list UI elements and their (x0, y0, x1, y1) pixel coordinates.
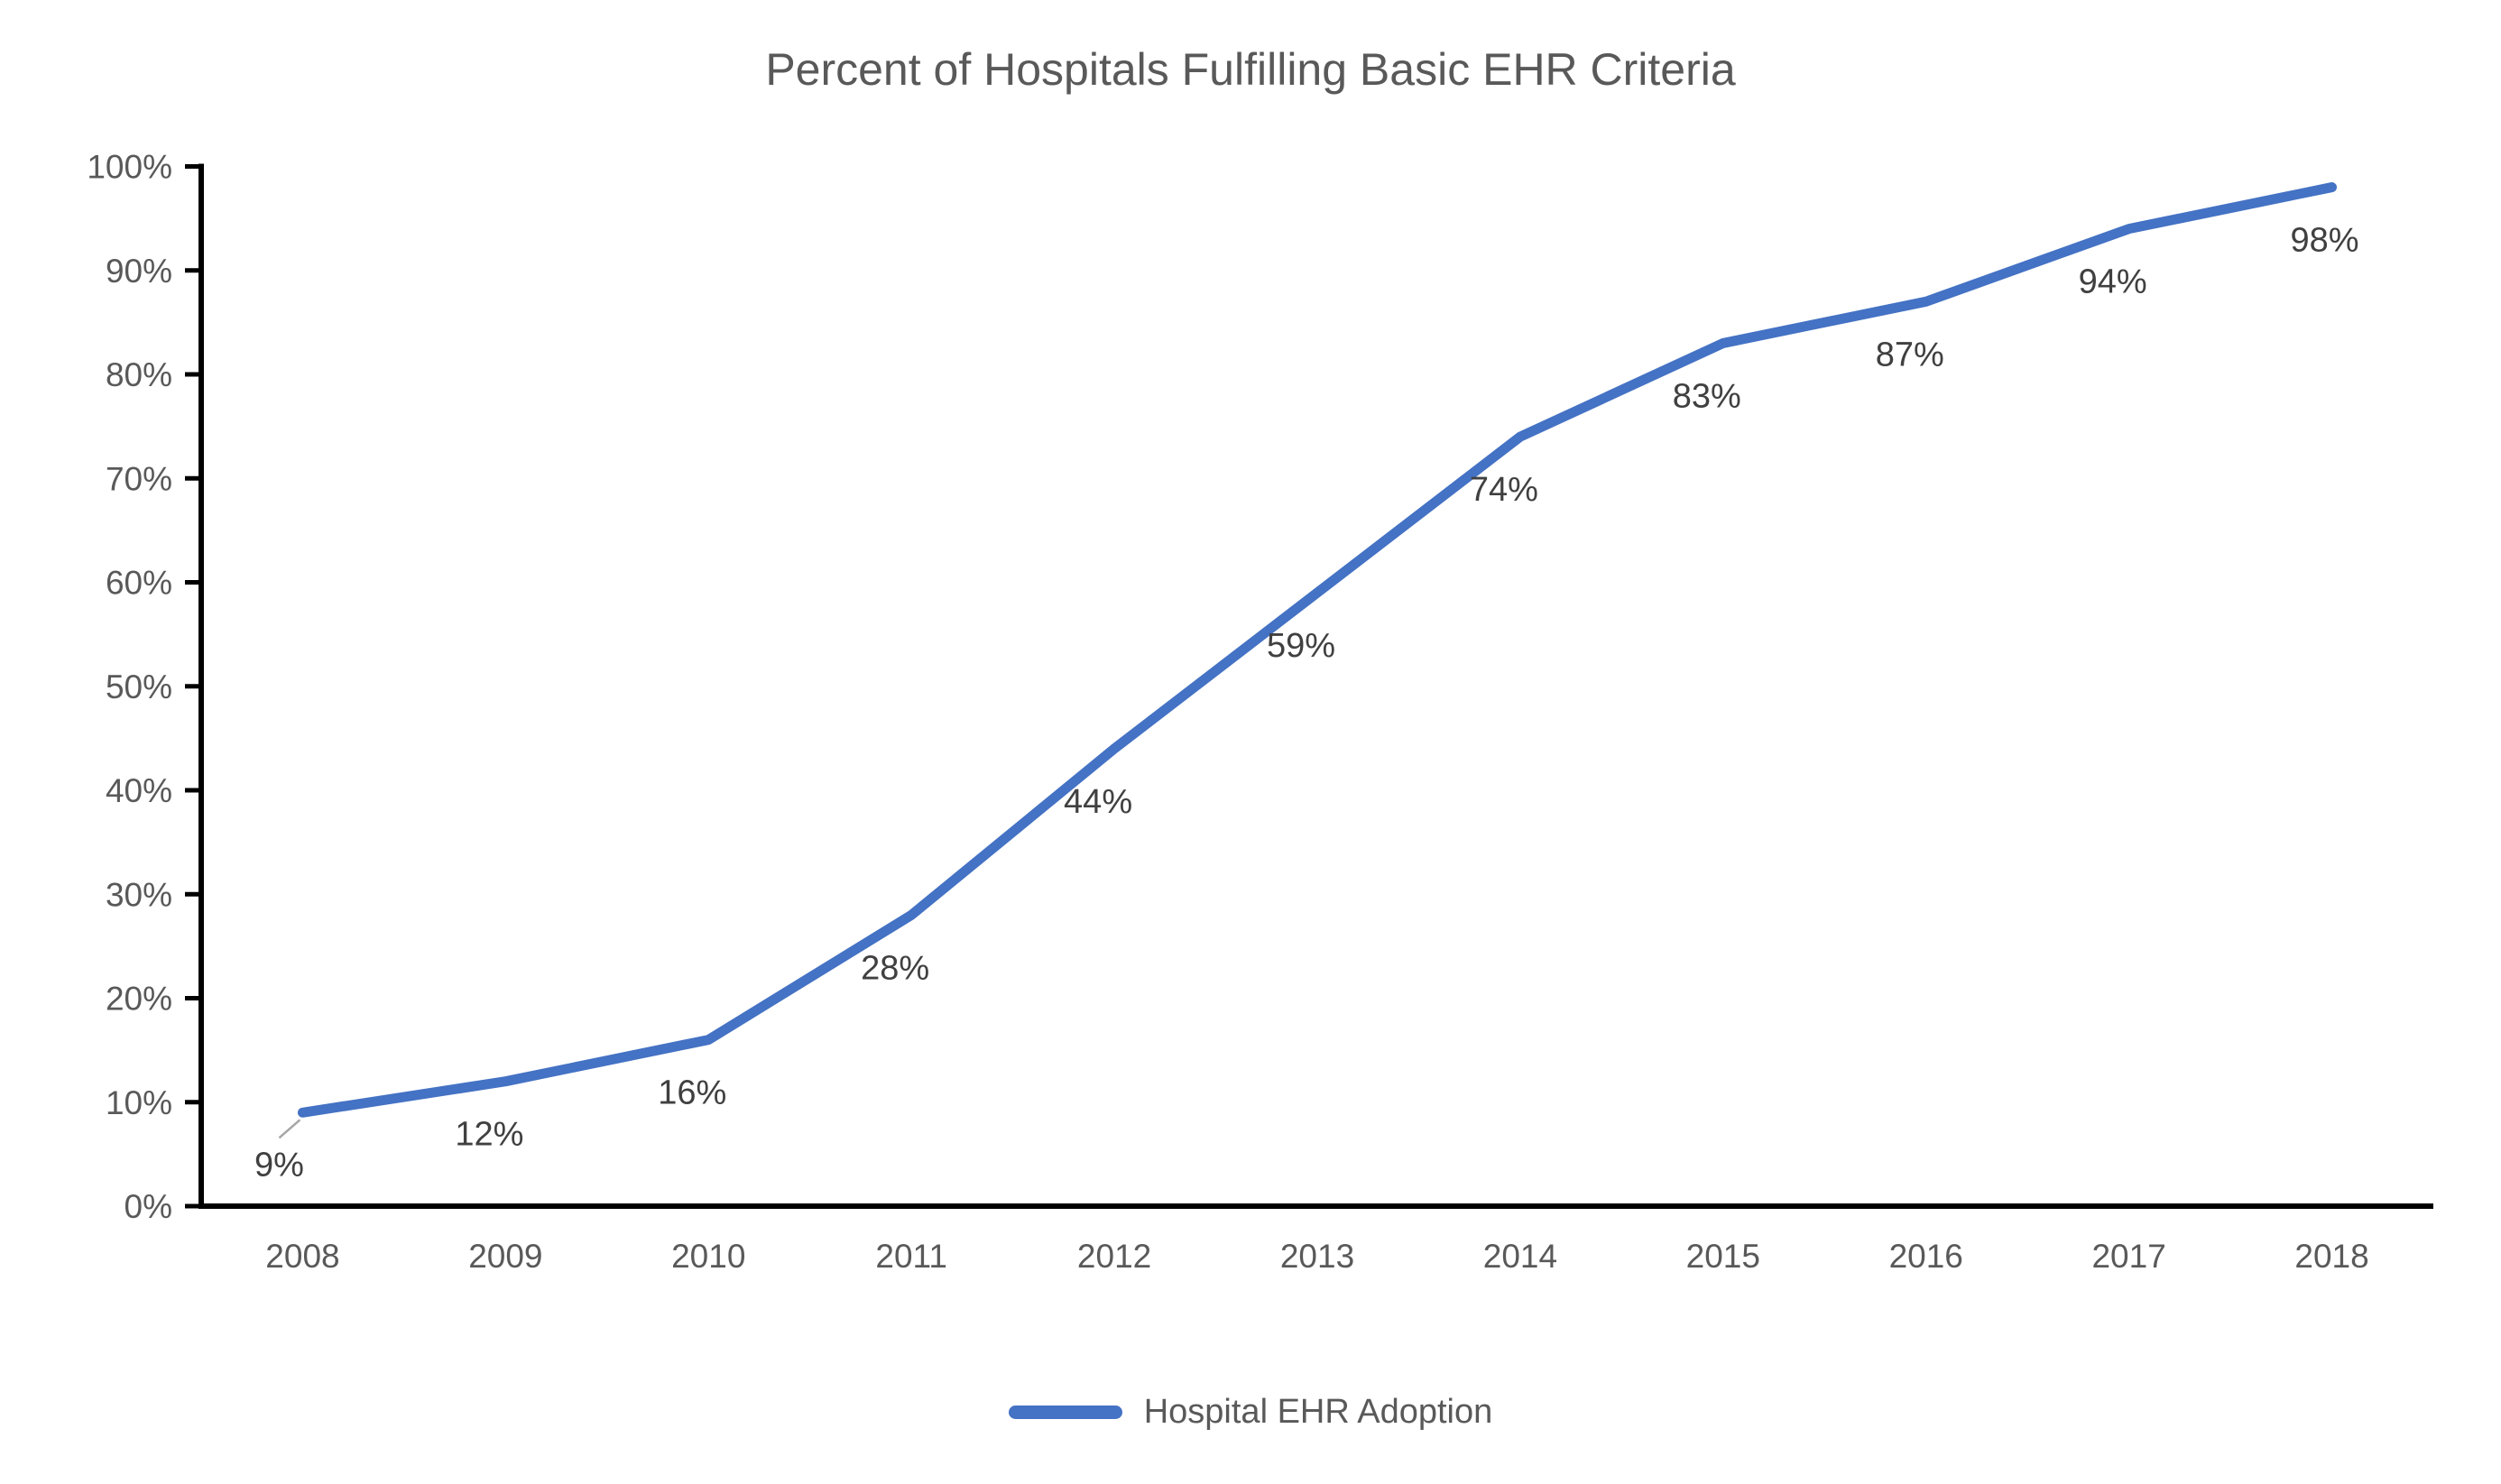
data-label: 9% (254, 1146, 304, 1184)
data-label: 28% (861, 949, 929, 987)
x-tick-label: 2016 (1889, 1238, 1963, 1275)
data-label: 94% (2079, 263, 2147, 301)
label-leader-line (278, 1119, 301, 1139)
x-tick-label: 2017 (2091, 1238, 2165, 1275)
x-tick-label: 2014 (1483, 1238, 1557, 1275)
y-tick-label: 70% (106, 460, 172, 497)
y-tick-label: 40% (106, 772, 172, 809)
series-line (297, 182, 2338, 1118)
y-tick-label: 10% (106, 1084, 172, 1121)
data-label: 83% (1673, 377, 1741, 415)
legend-line-swatch (1008, 1406, 1122, 1419)
x-tick-label: 2012 (1077, 1238, 1151, 1275)
x-tick-label: 2011 (875, 1238, 947, 1275)
legend: Hospital EHR Adoption (0, 1393, 2501, 1432)
x-tick-label: 2013 (1280, 1238, 1354, 1275)
data-label: 98% (2291, 222, 2359, 260)
y-tick-label: 90% (106, 253, 172, 290)
y-tick-label: 30% (106, 876, 172, 913)
data-label: 87% (1876, 336, 1944, 373)
data-label: 12% (455, 1116, 523, 1154)
x-tick-label: 2009 (468, 1238, 542, 1275)
x-tick-label: 2010 (671, 1238, 745, 1275)
x-tick-label: 2018 (2294, 1238, 2368, 1275)
y-tick-label: 80% (106, 356, 172, 393)
data-label: 44% (1064, 783, 1132, 821)
data-label: 74% (1470, 471, 1538, 509)
y-tick-label: 60% (106, 565, 172, 602)
data-label: 59% (1267, 627, 1335, 665)
y-tick-label: 20% (106, 981, 172, 1018)
chart-title: Percent of Hospitals Fulfilling Basic EH… (765, 44, 1736, 95)
y-tick-label: 50% (106, 668, 172, 705)
y-tick-label: 0% (125, 1188, 172, 1225)
legend-series-label: Hospital EHR Adoption (1143, 1393, 1493, 1431)
data-label: 16% (658, 1074, 726, 1112)
x-tick-label: 2015 (1686, 1238, 1760, 1275)
y-tick-label: 100% (87, 149, 172, 186)
x-tick-label: 2008 (265, 1238, 339, 1275)
